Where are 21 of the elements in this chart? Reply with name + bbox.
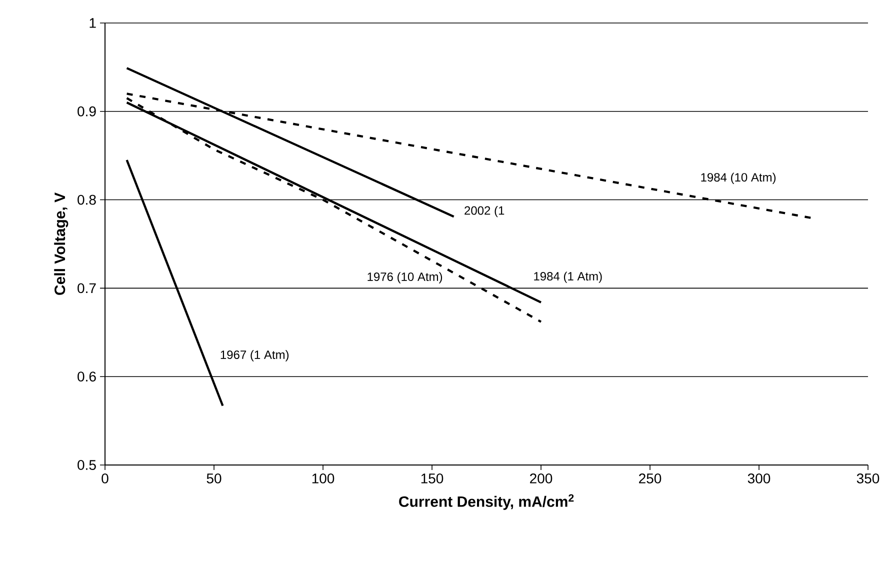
y-tick-label: 0.6: [78, 372, 96, 382]
x-tick-label: 100: [312, 474, 334, 484]
y-tick-label: 0.8: [78, 194, 96, 205]
series-label: 1976 (10 Atm): [368, 272, 442, 284]
y-tick-label: 0.7: [78, 283, 96, 294]
y-tick-label: 0.9: [78, 106, 96, 116]
series-label: 1967 (1 Atm): [220, 350, 289, 362]
x-tick-label: 250: [639, 474, 662, 484]
x-tick-label: 200: [530, 474, 552, 484]
x-axis-title: Current Density, mA/cm$^{2}$: [399, 494, 574, 510]
x-tick-label: 50: [206, 474, 222, 484]
y-tick-label: 1: [90, 18, 96, 28]
y-axis-title: Cell Voltage, V: [54, 192, 68, 295]
x-tick-label: 150: [421, 474, 444, 484]
series-label: 2002 (1: [464, 206, 504, 218]
series-label: 1984 (10 Atm): [701, 172, 776, 184]
x-tick-label: 0: [102, 474, 108, 484]
y-tick-label: 0.5: [78, 460, 96, 470]
x-tick-label: 300: [748, 474, 770, 484]
x-tick-label: 350: [856, 474, 880, 484]
series-label: 1984 (1 Atm): [534, 272, 602, 283]
